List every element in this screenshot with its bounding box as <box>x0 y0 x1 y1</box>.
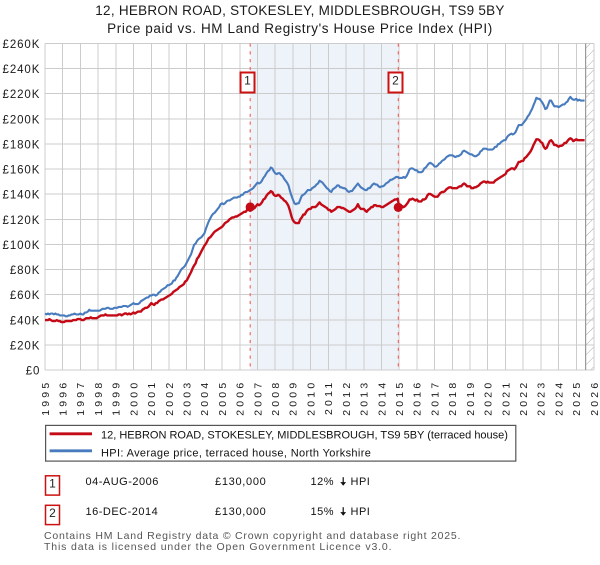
svg-text:Price paid vs. HM Land Registr: Price paid vs. HM Land Registry's House … <box>107 21 493 36</box>
svg-text:2023: 2023 <box>536 380 548 416</box>
svg-text:2016: 2016 <box>412 380 424 416</box>
svg-text:16-DEC-2014: 16-DEC-2014 <box>86 506 159 518</box>
svg-text:£260K: £260K <box>3 39 41 51</box>
svg-text:2: 2 <box>49 506 56 520</box>
svg-text:2026: 2026 <box>589 380 600 416</box>
svg-text:HPI: HPI <box>351 506 371 518</box>
svg-text:2010: 2010 <box>305 380 317 416</box>
svg-text:2011: 2011 <box>323 380 335 415</box>
svg-text:2008: 2008 <box>270 380 282 416</box>
svg-text:2002: 2002 <box>164 380 176 416</box>
svg-text:15%: 15% <box>311 506 335 518</box>
svg-text:1: 1 <box>244 74 251 88</box>
svg-text:2014: 2014 <box>376 380 388 416</box>
svg-text:1: 1 <box>49 477 56 491</box>
svg-text:2005: 2005 <box>217 380 229 416</box>
svg-text:1995: 1995 <box>40 380 52 416</box>
svg-text:1996: 1996 <box>58 380 70 416</box>
svg-text:2018: 2018 <box>447 380 459 416</box>
svg-text:2020: 2020 <box>483 380 495 416</box>
svg-text:2013: 2013 <box>359 380 371 416</box>
svg-text:HPI: HPI <box>351 476 371 488</box>
svg-text:2015: 2015 <box>394 380 406 416</box>
svg-text:£130,000: £130,000 <box>215 476 266 488</box>
svg-text:12, HEBRON ROAD, STOKESLEY, MI: 12, HEBRON ROAD, STOKESLEY, MIDDLESBROUG… <box>95 3 504 18</box>
svg-text:£0: £0 <box>26 366 41 378</box>
svg-text:04-AUG-2006: 04-AUG-2006 <box>86 476 159 488</box>
svg-text:£130,000: £130,000 <box>215 506 266 518</box>
svg-text:2: 2 <box>392 74 399 88</box>
svg-text:2022: 2022 <box>518 380 530 416</box>
svg-text:£220K: £220K <box>3 89 41 101</box>
svg-text:2007: 2007 <box>252 380 264 416</box>
svg-text:1998: 1998 <box>93 380 105 416</box>
svg-text:Contains HM Land Registry data: Contains HM Land Registry data © Crown c… <box>44 530 461 542</box>
svg-text:£80K: £80K <box>10 265 40 277</box>
svg-text:1999: 1999 <box>111 380 123 416</box>
svg-text:£200K: £200K <box>3 114 41 126</box>
svg-text:£40K: £40K <box>10 315 40 327</box>
svg-text:2024: 2024 <box>553 380 565 416</box>
svg-text:2025: 2025 <box>571 380 583 416</box>
svg-text:2006: 2006 <box>235 380 247 416</box>
svg-text:2003: 2003 <box>182 380 194 416</box>
svg-text:£140K: £140K <box>3 190 41 202</box>
svg-text:£160K: £160K <box>3 165 41 177</box>
svg-text:2001: 2001 <box>146 380 158 416</box>
svg-text:2000: 2000 <box>128 380 140 416</box>
svg-text:12, HEBRON ROAD, STOKESLEY, MI: 12, HEBRON ROAD, STOKESLEY, MIDDLESBROUG… <box>101 430 508 442</box>
svg-text:This data is licensed under th: This data is licensed under the Open Gov… <box>44 541 392 553</box>
svg-text:2021: 2021 <box>500 380 512 416</box>
svg-text:£20K: £20K <box>10 340 40 352</box>
svg-text:12%: 12% <box>311 476 335 488</box>
svg-text:1997: 1997 <box>75 380 87 416</box>
svg-text:£180K: £180K <box>3 140 41 152</box>
svg-text:2012: 2012 <box>341 380 353 416</box>
svg-text:£60K: £60K <box>10 290 40 302</box>
svg-text:£120K: £120K <box>3 215 41 227</box>
svg-text:2019: 2019 <box>465 380 477 416</box>
svg-text:2009: 2009 <box>288 380 300 416</box>
svg-text:HPI: Average price, terraced h: HPI: Average price, terraced house, Nort… <box>101 448 371 460</box>
svg-text:2004: 2004 <box>199 380 211 416</box>
svg-text:2017: 2017 <box>429 380 441 416</box>
svg-text:£240K: £240K <box>3 64 41 76</box>
svg-text:£100K: £100K <box>3 240 41 252</box>
